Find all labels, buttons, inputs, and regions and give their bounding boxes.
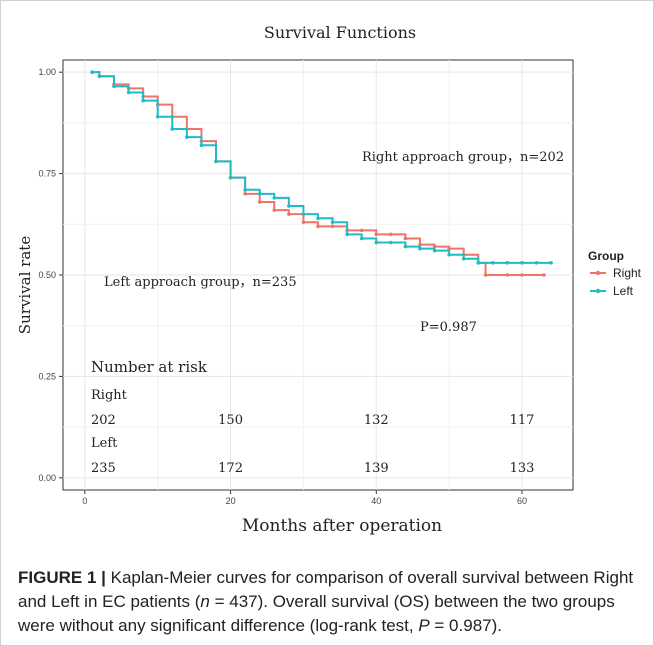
x-axis-label: Months after operation — [242, 516, 442, 536]
censor-mark-right — [330, 224, 335, 229]
censor-mark-left — [389, 240, 393, 245]
censor-mark-left — [141, 98, 145, 103]
censor-mark-left — [461, 256, 466, 261]
x-tick-label: 20 — [226, 496, 236, 506]
legend-label: Left — [613, 284, 634, 298]
censor-mark-left — [534, 261, 539, 265]
censor-mark-right — [520, 273, 524, 277]
caption-text-3: = 0.987). — [429, 616, 502, 635]
censor-mark-left — [403, 244, 408, 249]
risk-value: 202 — [91, 413, 116, 428]
risk-value: 132 — [364, 413, 389, 428]
censor-mark-left — [126, 90, 131, 95]
legend-key-point — [595, 270, 601, 276]
risk-value: 235 — [91, 461, 116, 476]
censor-mark-left — [228, 175, 233, 180]
censor-mark-left — [359, 236, 364, 241]
risk-value: 117 — [510, 413, 535, 428]
censor-mark-left — [112, 84, 116, 89]
y-tick-label: 0.25 — [38, 371, 56, 381]
legend-label: Right — [613, 266, 642, 280]
censor-mark-right — [272, 208, 277, 212]
censor-mark-right — [505, 273, 510, 277]
risk-value: 133 — [510, 461, 535, 476]
caption-p-var: P — [418, 616, 430, 635]
censor-mark-right — [374, 232, 379, 237]
censor-mark-right — [447, 246, 451, 251]
chart-title: Survival Functions — [264, 23, 416, 42]
x-axis-ticks: 0 20 40 60 — [82, 490, 527, 506]
x-tick-label: 0 — [82, 496, 87, 506]
censor-mark-left — [520, 261, 524, 265]
annotation-left-group: Left approach group，n=235 — [104, 275, 297, 290]
figure-caption: FIGURE 1 | Kaplan-Meier curves for compa… — [18, 566, 642, 638]
censor-mark-right — [542, 273, 546, 277]
y-tick-label: 0.50 — [38, 270, 56, 280]
risk-value: 172 — [218, 461, 243, 476]
censor-mark-left — [476, 261, 481, 265]
legend: Group Right Left — [588, 249, 642, 298]
y-axis-label: Survival rate — [16, 236, 34, 335]
censor-mark-left — [170, 127, 175, 131]
censor-mark-left — [199, 143, 204, 147]
censor-mark-right — [483, 273, 488, 277]
censor-mark-left — [491, 261, 495, 265]
censor-mark-left — [447, 252, 451, 257]
caption-label: FIGURE 1 | — [18, 568, 106, 587]
y-tick-label: 0.00 — [38, 473, 56, 483]
censor-mark-left — [316, 216, 320, 221]
risk-value: 139 — [364, 461, 389, 476]
censor-mark-left — [418, 246, 422, 251]
censor-mark-right — [359, 228, 364, 233]
censor-mark-left — [243, 188, 247, 192]
censor-mark-right — [418, 242, 422, 247]
censor-mark-left — [432, 248, 437, 253]
y-tick-label: 0.75 — [38, 169, 56, 179]
censor-mark-left — [90, 70, 94, 74]
risk-table-title: Number at risk — [91, 358, 208, 376]
censor-mark-left — [214, 159, 218, 164]
risk-value: 150 — [218, 413, 243, 428]
risk-table-values: 202 150 132 117 235 172 139 133 — [91, 413, 534, 476]
caption-text-1: Kaplan-Meier curves for comparison of ov… — [18, 568, 634, 611]
censor-mark-right — [432, 244, 437, 249]
censor-mark-left — [505, 261, 510, 265]
annotation-p-value: P=0.987 — [420, 320, 477, 335]
annotation-right-group: Right approach group，n=202 — [362, 150, 564, 165]
series-layer — [90, 70, 553, 277]
censor-mark-right — [316, 224, 320, 229]
censor-mark-right — [403, 236, 408, 241]
risk-row-label-left: Left — [91, 436, 118, 451]
legend-title: Group — [588, 249, 624, 263]
y-axis-ticks: 0.00 0.25 0.50 0.75 1.00 — [38, 67, 63, 483]
censor-mark-left — [155, 114, 160, 119]
risk-row-label-right: Right — [91, 388, 128, 403]
censor-mark-left — [549, 261, 553, 265]
censor-mark-left — [330, 220, 335, 225]
censor-mark-left — [272, 196, 277, 200]
censor-mark-right — [389, 232, 393, 237]
caption-text-2: = 437). Overall survival (OS) between th… — [18, 592, 615, 635]
censor-mark-left — [185, 135, 189, 139]
censor-mark-left — [287, 204, 291, 208]
censor-mark-right — [287, 212, 291, 216]
legend-key-point — [595, 288, 601, 294]
y-tick-label: 1.00 — [38, 67, 56, 77]
censor-mark-right — [301, 220, 306, 225]
censor-mark-right — [243, 192, 247, 196]
x-tick-label: 60 — [517, 496, 527, 506]
censor-mark-left — [97, 74, 102, 79]
censor-mark-right — [257, 200, 262, 204]
censor-mark-left — [301, 212, 306, 216]
caption-n-var: n — [200, 592, 210, 611]
x-tick-label: 40 — [371, 496, 381, 506]
censor-mark-left — [374, 240, 379, 245]
series-line-left — [92, 71, 552, 264]
censor-mark-left — [257, 192, 262, 196]
censor-mark-left — [345, 232, 349, 237]
legend-items: Right Left — [590, 266, 642, 298]
km-chart: Survival Functions 0.000.250.500.751.00 … — [16, 23, 642, 536]
